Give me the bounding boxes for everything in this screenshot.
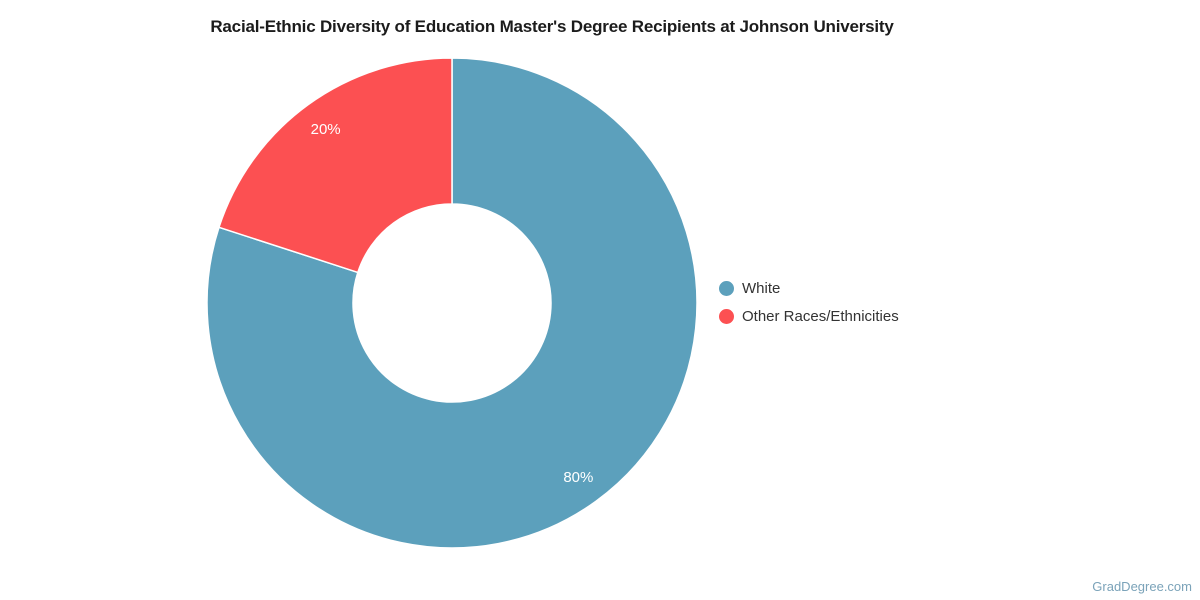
slice-labels: 80% 20% (311, 121, 594, 486)
chart-title: Racial-Ethnic Diversity of Education Mas… (210, 17, 894, 36)
legend-label-white: White (742, 279, 781, 297)
legend-marker-white (719, 280, 734, 296)
legend: White Other Races/Ethnicities (719, 274, 899, 330)
slice-label-other-races-ethnicities: 20% (311, 121, 341, 138)
legend-item-other-races-ethnicities[interactable]: Other Races/Ethnicities (719, 302, 899, 330)
donut-slice-other-races-ethnicities[interactable] (218, 57, 453, 274)
legend-item-white[interactable]: White (719, 274, 899, 302)
watermark-link[interactable]: GradDegree.com (1092, 579, 1192, 594)
donut-slice-white[interactable] (206, 57, 698, 549)
legend-marker-other-races-ethnicities (719, 308, 734, 324)
donut-slices (206, 57, 698, 549)
legend-label-other-races-ethnicities: Other Races/Ethnicities (742, 307, 899, 325)
slice-label-white: 80% (563, 469, 593, 486)
